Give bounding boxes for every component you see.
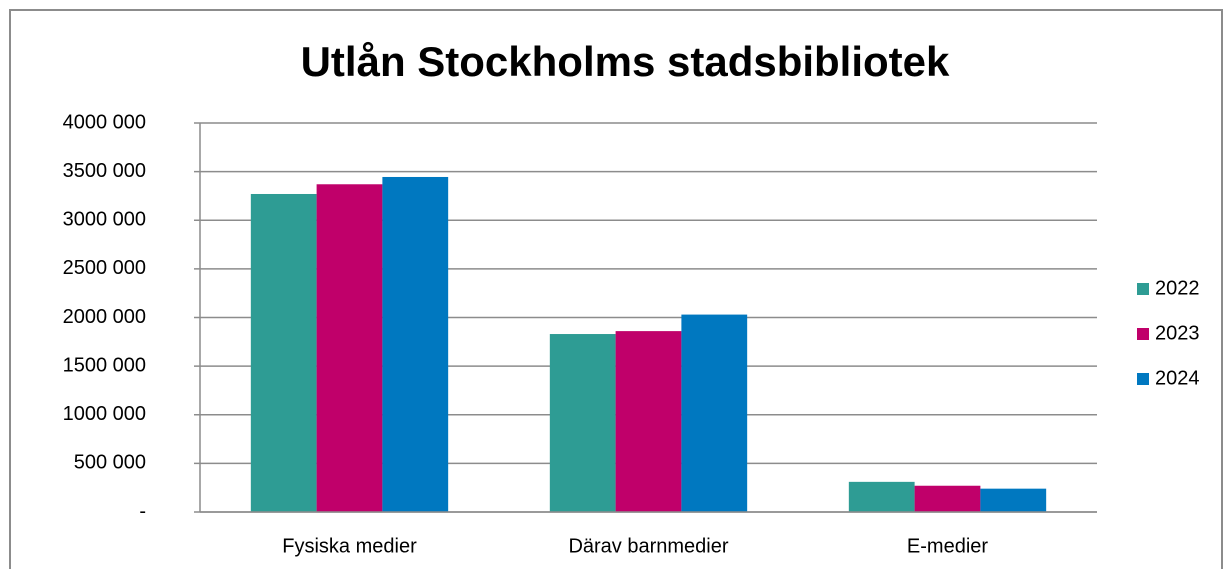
bar bbox=[980, 488, 1047, 512]
y-tick-label: 2500 000 bbox=[63, 257, 146, 279]
legend-swatch bbox=[1137, 373, 1149, 385]
x-tick-label: E-medier bbox=[907, 535, 988, 557]
bar bbox=[250, 193, 317, 512]
x-tick-label: Fysiska medier bbox=[282, 535, 417, 557]
bar bbox=[914, 485, 981, 512]
y-tick-label: 2000 000 bbox=[63, 306, 146, 328]
y-tick-label: 3000 000 bbox=[63, 209, 146, 231]
bar bbox=[316, 184, 383, 512]
y-tick-label: 1500 000 bbox=[63, 354, 146, 376]
y-tick-label: 3500 000 bbox=[63, 160, 146, 182]
legend-label: 2024 bbox=[1155, 367, 1200, 389]
legend-swatch bbox=[1137, 328, 1149, 340]
bar bbox=[382, 176, 449, 512]
y-tick-label: 1000 000 bbox=[63, 403, 146, 425]
chart-border bbox=[9, 9, 1223, 569]
y-tick-label: 4000 000 bbox=[63, 111, 146, 133]
chart-title: Utlån Stockholms stadsbibliotek bbox=[301, 38, 950, 85]
y-tick-label: 500 000 bbox=[74, 452, 146, 474]
y-tick-label: - bbox=[139, 500, 146, 522]
legend-label: 2023 bbox=[1155, 322, 1200, 344]
legend-swatch bbox=[1137, 283, 1149, 295]
legend-label: 2022 bbox=[1155, 277, 1200, 299]
bar bbox=[681, 314, 748, 512]
bar bbox=[848, 481, 915, 512]
bar bbox=[615, 331, 682, 512]
x-tick-label: Därav barnmedier bbox=[568, 535, 728, 557]
bar bbox=[549, 334, 616, 512]
